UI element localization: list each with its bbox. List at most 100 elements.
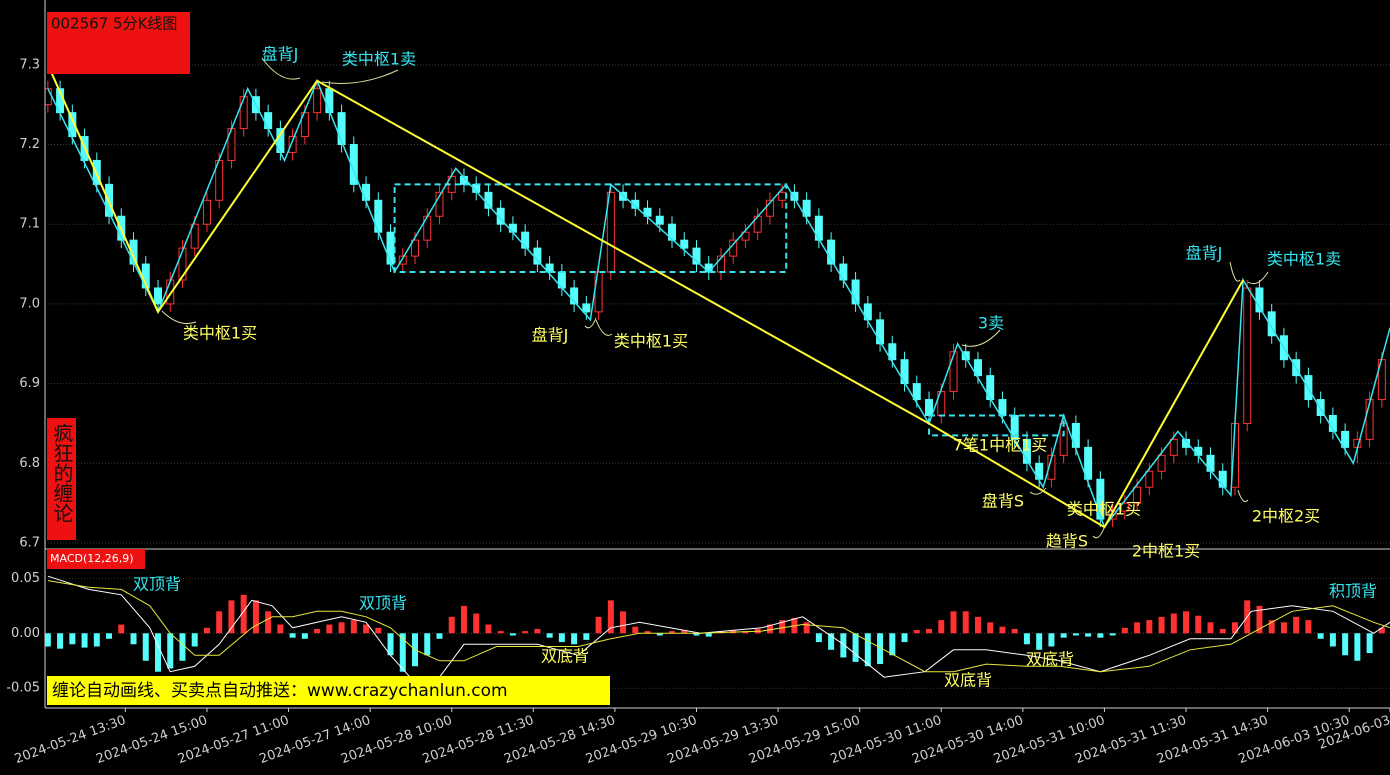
macd-bar [314, 628, 321, 634]
macd-bar [620, 611, 627, 634]
macd-bar [546, 633, 553, 638]
macd-bar [571, 633, 578, 645]
macd-bar [1146, 620, 1153, 634]
title-box [47, 12, 190, 74]
annotation: 2中枢1买 [1132, 542, 1200, 561]
macd-bar [436, 633, 443, 639]
candle-body [1084, 446, 1093, 480]
candle-body [888, 343, 897, 361]
candle-body [778, 191, 787, 201]
macd-bar [363, 624, 370, 634]
macd-bar [350, 620, 357, 634]
macd-bar [1305, 620, 1312, 634]
annotation: 7笔1中枢1买 [953, 436, 1048, 455]
pointer-arrow [961, 329, 1001, 347]
annotation: 类中枢1买 [614, 332, 688, 351]
candle-body [582, 303, 591, 313]
macd-bar [828, 633, 835, 650]
candle-body [1243, 287, 1252, 424]
candle-body [1120, 502, 1129, 512]
macd-annotation: 双底背 [541, 647, 589, 666]
candle-body [1096, 478, 1105, 520]
macd-bar [1342, 633, 1349, 656]
candle-body [1059, 422, 1068, 456]
macd-bar [460, 605, 467, 634]
macd-bar [1121, 627, 1128, 634]
candle-body [692, 247, 701, 265]
pointer-arrow [321, 69, 399, 84]
annotation: 盘背S [982, 492, 1024, 511]
macd-bar [252, 600, 259, 634]
macd-bar [742, 631, 749, 634]
banner-box [47, 676, 610, 705]
center-box [928, 414, 1065, 437]
macd-bar [106, 633, 113, 639]
candle-body [973, 359, 982, 377]
macd-bar [179, 633, 186, 661]
candle-body [178, 247, 187, 281]
macd-tick-label: 0.00 [11, 626, 40, 641]
dea-line [47, 580, 1390, 673]
candle-body [631, 199, 640, 209]
macd-bar [1097, 633, 1104, 638]
macd-bar [289, 633, 296, 638]
center-box [393, 183, 788, 274]
macd-bar [644, 631, 651, 634]
candle-body [961, 351, 970, 361]
macd-bar [1231, 622, 1238, 634]
annotation: 趋背S [1046, 532, 1088, 551]
candle-body [680, 239, 689, 249]
candle-body [839, 263, 848, 281]
macd-bar [203, 627, 210, 634]
candle-body [1047, 454, 1056, 480]
macd-bar [693, 633, 700, 636]
macd-bar [583, 633, 590, 640]
macd-bar [142, 633, 149, 661]
pointer-arrow [161, 310, 197, 325]
pointer-arrow [1229, 261, 1241, 282]
candle-body [398, 255, 407, 265]
y-tick-label: 7.0 [19, 296, 40, 311]
pointer-arrow [584, 317, 597, 329]
pointer-arrow [1247, 271, 1269, 285]
macd-bar [45, 633, 51, 647]
macd-panel [45, 575, 1390, 684]
macd-bar [424, 633, 431, 656]
candle-body [827, 239, 836, 265]
macd-bar [1158, 616, 1165, 634]
macd-bar [155, 633, 162, 672]
candle-body [190, 223, 199, 249]
macd-bar [779, 620, 786, 634]
macd-bar [815, 633, 822, 643]
macd-bar [216, 611, 223, 634]
banner-text: 缠论自动画线、买卖点自动推送：www.crazychanlun.com [52, 681, 508, 701]
candle-body [986, 375, 995, 401]
pointer-arrow [261, 57, 301, 80]
annotation: 2中枢2买 [1252, 507, 1320, 526]
macd-bar [950, 611, 957, 634]
macd-bar [522, 631, 529, 634]
macd-bar [1378, 627, 1385, 634]
macd-bar [595, 616, 602, 634]
candle-body [1022, 438, 1031, 464]
candle-body [925, 399, 934, 416]
candle-body [1133, 486, 1142, 504]
candle-body [790, 191, 799, 201]
candle-body [496, 207, 505, 225]
annotation: 盘背J [532, 326, 569, 345]
macd-bar [1317, 633, 1324, 639]
macd-annotation: 双底背 [1026, 650, 1074, 669]
macd-bar [656, 633, 663, 636]
macd-bar [57, 633, 64, 649]
candle-body [459, 175, 468, 185]
candle-body [1267, 311, 1276, 337]
macd-annotation: 积顶背 [1329, 582, 1377, 601]
macd-bar [534, 628, 541, 634]
candle-body [386, 231, 395, 265]
macd-bar [1060, 633, 1067, 638]
candle-body [765, 199, 774, 217]
annotation: 类中枢1卖 [342, 50, 416, 69]
macd-bar [558, 633, 565, 643]
candle-body [1218, 470, 1227, 488]
macd-bar [913, 630, 920, 634]
